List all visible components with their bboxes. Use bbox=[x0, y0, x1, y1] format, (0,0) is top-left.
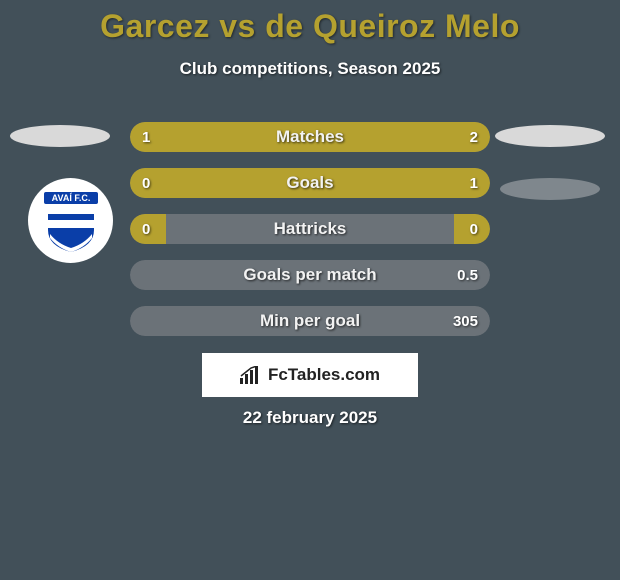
club-badge-avai: AVAÍ F.C. bbox=[28, 178, 113, 263]
watermark: FcTables.com bbox=[202, 353, 418, 397]
stat-bar: 305Min per goal bbox=[130, 306, 490, 336]
bar-right-value: 0 bbox=[470, 214, 478, 244]
ellipse-left-1 bbox=[10, 125, 110, 147]
page-title: Garcez vs de Queiroz Melo bbox=[0, 0, 620, 45]
club-crest-icon: AVAÍ F.C. bbox=[36, 186, 106, 256]
bar-right-value: 0.5 bbox=[457, 260, 478, 290]
bar-left-value: 1 bbox=[142, 122, 150, 152]
bar-right-fill bbox=[249, 122, 490, 152]
club-name-text: AVAÍ F.C. bbox=[51, 193, 90, 203]
stat-bar: 0.5Goals per match bbox=[130, 260, 490, 290]
bar-right-value: 1 bbox=[470, 168, 478, 198]
bar-right-fill bbox=[166, 168, 490, 198]
page-subtitle: Club competitions, Season 2025 bbox=[0, 59, 620, 79]
bar-background bbox=[130, 260, 490, 290]
bar-left-value: 0 bbox=[142, 214, 150, 244]
bar-right-value: 305 bbox=[453, 306, 478, 336]
date-text: 22 february 2025 bbox=[0, 408, 620, 428]
bar-left-value: 0 bbox=[142, 168, 150, 198]
stat-bar: 00Hattricks bbox=[130, 214, 490, 244]
chart-icon bbox=[240, 366, 262, 384]
ellipse-right-2 bbox=[500, 178, 600, 200]
stat-bar: 01Goals bbox=[130, 168, 490, 198]
ellipse-right-1 bbox=[495, 125, 605, 147]
stat-bar: 12Matches bbox=[130, 122, 490, 152]
bar-right-value: 2 bbox=[470, 122, 478, 152]
bar-background bbox=[130, 214, 490, 244]
comparison-infographic: Garcez vs de Queiroz Melo Club competiti… bbox=[0, 0, 620, 580]
bar-background bbox=[130, 306, 490, 336]
comparison-bars: 12Matches01Goals00Hattricks0.5Goals per … bbox=[130, 122, 490, 352]
watermark-text: FcTables.com bbox=[268, 365, 380, 385]
